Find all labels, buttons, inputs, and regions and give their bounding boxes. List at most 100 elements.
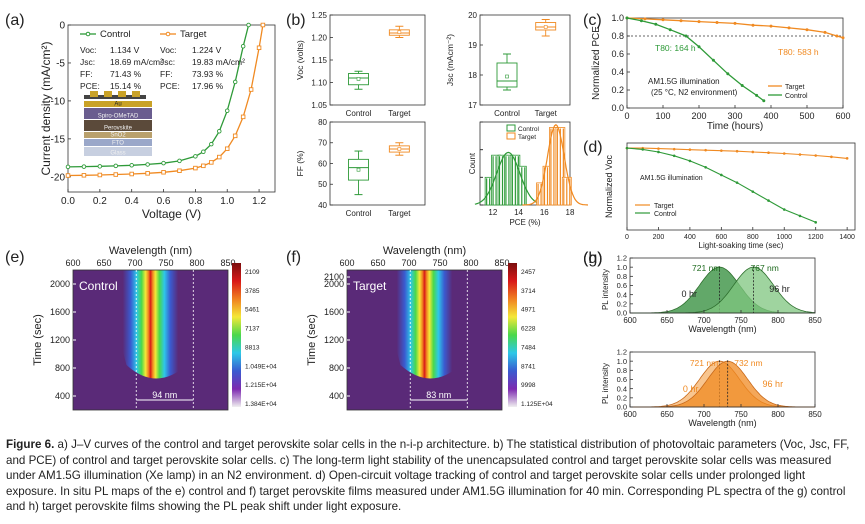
y-axis-label-b2: Jsc (mAcm⁻²)	[445, 34, 455, 86]
x-tick-label: 600	[623, 410, 637, 419]
jv-point	[248, 87, 254, 92]
colorbar-tick-label: 3714	[521, 288, 536, 295]
colorbar-tick-label: 3785	[245, 288, 260, 295]
x-tick-label: 850	[220, 258, 235, 268]
fwhm-label: 83 nm	[426, 390, 451, 400]
plot-frame-b1	[329, 14, 426, 106]
y-tick-label: 20	[468, 11, 477, 20]
y-tick-label: -5	[56, 58, 65, 69]
caption-lead: Figure 6.	[6, 438, 55, 451]
y-tick-label: 800	[55, 363, 70, 373]
jv-point	[65, 173, 71, 178]
voc-point	[720, 173, 723, 177]
x-tick-label: 800	[771, 316, 785, 325]
x-tick-label: 600	[339, 258, 354, 268]
box-mean	[543, 25, 548, 29]
x-tick-label: 750	[158, 258, 173, 268]
panel-label-h: (h)	[583, 250, 603, 267]
colorbar	[232, 263, 241, 407]
colorbar-tick-label: 5461	[245, 307, 260, 314]
y-axis-label-b1: Voc (volts)	[295, 40, 305, 80]
x-axis-label-c: Time (hours)	[707, 121, 763, 132]
x-tick-label: 0	[624, 111, 629, 121]
stability-point	[639, 19, 643, 23]
jv-point	[240, 44, 246, 49]
colorbar-tick-label: 8813	[245, 344, 260, 351]
category-label: Control	[494, 109, 520, 118]
x-tick-label: 750	[734, 410, 748, 419]
x-tick-label: 600	[623, 316, 637, 325]
y-tick-label: 0.4	[611, 67, 624, 77]
voc-point	[657, 150, 660, 154]
voc-point	[814, 221, 817, 224]
stability-curve-target	[626, 17, 844, 39]
y-tick-label: 0.6	[617, 281, 627, 290]
colorbar-tick-label: 8741	[521, 363, 536, 370]
jv-point	[113, 172, 119, 177]
t80-control-label: T80: 164 h	[655, 43, 696, 53]
target-param-value: 73.93 %	[192, 69, 224, 79]
voc-point	[672, 154, 676, 158]
control-param-value: 71.43 %	[110, 69, 142, 79]
y-tick-label: -10	[51, 96, 66, 107]
x-tick-label: 650	[370, 258, 385, 268]
peak-label: 721 nm	[690, 358, 718, 368]
category-label: Target	[388, 109, 411, 118]
x-axis-label-d: Light-soaking time (sec)	[699, 241, 784, 250]
x-tick-label: 850	[808, 316, 822, 325]
x-tick-label: 800	[771, 410, 785, 419]
jv-point	[217, 154, 222, 160]
heatmap-sample-label: Control	[79, 279, 118, 293]
y-tick-label: 0.0	[617, 403, 627, 412]
x-axis-label-f: Wavelength (nm)	[383, 245, 466, 257]
pl-intensity-map	[375, 270, 474, 379]
x-tick-label: 12	[488, 208, 497, 217]
control-param-name: PCE:	[80, 81, 100, 91]
jv-point	[217, 129, 222, 134]
stability-point	[697, 20, 701, 24]
colorbar-tick-label: 4971	[521, 307, 536, 314]
jv-point	[246, 22, 251, 28]
y-axis-label-d: Normalized Voc	[604, 154, 614, 218]
jv-point	[260, 22, 266, 28]
stability-point	[823, 30, 827, 34]
y-axis-label-a: Current density (mA/cm²)	[39, 41, 53, 175]
jv-point	[209, 160, 214, 165]
y-tick-label: -15	[51, 134, 66, 145]
y-tick-label: 1.2	[617, 348, 627, 357]
x-tick-label: 14	[514, 208, 523, 217]
plot-frame-b2	[479, 14, 571, 106]
voc-point	[782, 152, 786, 155]
x-tick-label: 400	[684, 234, 696, 241]
jv-curve-target	[67, 24, 264, 177]
y-tick-label: 80	[318, 118, 327, 127]
time-label-end: 96 hr	[769, 284, 790, 294]
colorbar-tick-label: 9998	[521, 382, 536, 389]
device-layer-label: Au	[114, 102, 121, 108]
jv-point	[97, 172, 103, 178]
x-tick-label: 0	[625, 234, 629, 241]
legend-label: Target	[518, 134, 536, 141]
legend-label-target: Target	[180, 29, 207, 40]
pl-spectrum-96-hr	[630, 360, 815, 408]
y-tick-label: 0.4	[617, 290, 627, 299]
y-tick-label: 50	[318, 180, 327, 189]
jv-point	[193, 165, 198, 171]
y-tick-label: 0.2	[611, 85, 624, 95]
voc-point	[672, 147, 676, 151]
voc-curve-target	[627, 147, 848, 159]
jv-point	[177, 168, 182, 173]
time-label-start: 0 hr	[681, 289, 697, 299]
panel-label-b: (b)	[286, 12, 306, 29]
jv-point	[256, 45, 262, 51]
stability-point	[711, 58, 715, 62]
x-axis-label-a: Voltage (V)	[142, 207, 201, 221]
y-tick-label: 0.8	[617, 366, 627, 375]
panel-label-d: (d)	[583, 139, 603, 156]
device-contact-back	[84, 95, 146, 99]
y-tick-label: 1.0	[611, 13, 624, 23]
jv-point	[81, 164, 87, 169]
figure-canvas: (a)0.0 0.2 0.4 0.6 0.8 1.0 1.20-5-10-15-20Volt…	[5, 11, 856, 428]
y-tick-label: 1600	[50, 307, 70, 317]
jv-point	[232, 133, 238, 139]
